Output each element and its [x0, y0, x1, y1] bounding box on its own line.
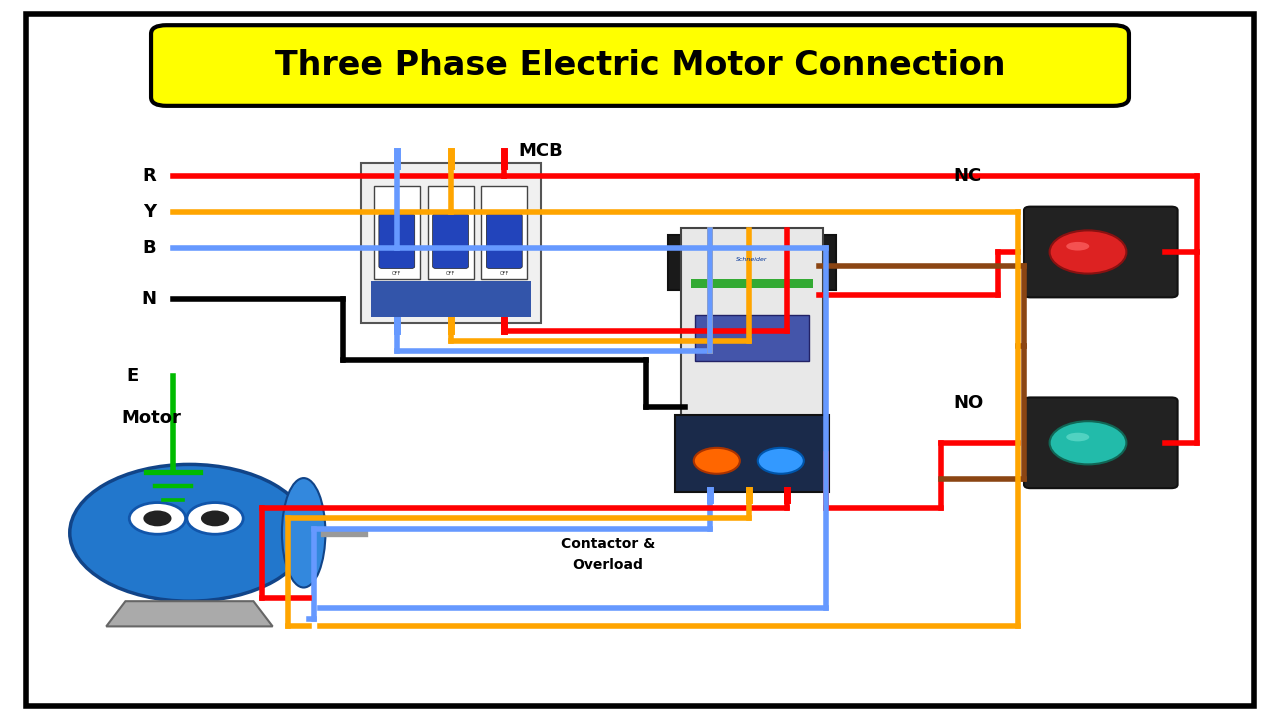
Circle shape	[201, 510, 229, 526]
Text: Y: Y	[143, 204, 156, 222]
Circle shape	[129, 503, 186, 534]
FancyBboxPatch shape	[1024, 207, 1178, 297]
FancyBboxPatch shape	[681, 228, 823, 420]
Text: NO: NO	[954, 395, 984, 412]
FancyBboxPatch shape	[151, 25, 1129, 106]
FancyBboxPatch shape	[433, 214, 468, 269]
Text: OFF: OFF	[445, 271, 456, 276]
Text: MCB: MCB	[518, 143, 563, 161]
Ellipse shape	[1066, 242, 1089, 251]
Text: NC: NC	[954, 168, 982, 186]
Text: OFF: OFF	[392, 271, 402, 276]
Text: E: E	[125, 367, 138, 385]
FancyBboxPatch shape	[361, 163, 541, 323]
Text: OFF: OFF	[499, 271, 509, 276]
FancyBboxPatch shape	[374, 186, 420, 279]
Circle shape	[1050, 421, 1126, 464]
FancyBboxPatch shape	[371, 281, 531, 317]
Text: Contactor &: Contactor &	[561, 536, 655, 551]
Ellipse shape	[282, 478, 325, 588]
Ellipse shape	[1066, 433, 1089, 441]
FancyBboxPatch shape	[26, 14, 1254, 706]
FancyBboxPatch shape	[695, 315, 809, 361]
FancyBboxPatch shape	[428, 186, 474, 279]
Text: N: N	[141, 290, 156, 308]
FancyBboxPatch shape	[1024, 397, 1178, 488]
Circle shape	[143, 510, 172, 526]
Text: Overload: Overload	[572, 558, 644, 572]
FancyBboxPatch shape	[481, 186, 527, 279]
FancyBboxPatch shape	[668, 235, 836, 290]
Text: Three Phase Electric Motor Connection: Three Phase Electric Motor Connection	[275, 49, 1005, 82]
Text: B: B	[142, 239, 156, 258]
Ellipse shape	[69, 464, 310, 601]
Text: Motor: Motor	[122, 409, 182, 426]
Circle shape	[758, 448, 804, 474]
Circle shape	[1050, 230, 1126, 274]
FancyBboxPatch shape	[486, 214, 522, 269]
Text: R: R	[142, 168, 156, 186]
Text: Schneider: Schneider	[736, 257, 768, 261]
FancyBboxPatch shape	[691, 279, 813, 288]
Circle shape	[694, 448, 740, 474]
Circle shape	[187, 503, 243, 534]
FancyBboxPatch shape	[379, 214, 415, 269]
Polygon shape	[106, 601, 273, 626]
FancyBboxPatch shape	[675, 415, 829, 492]
